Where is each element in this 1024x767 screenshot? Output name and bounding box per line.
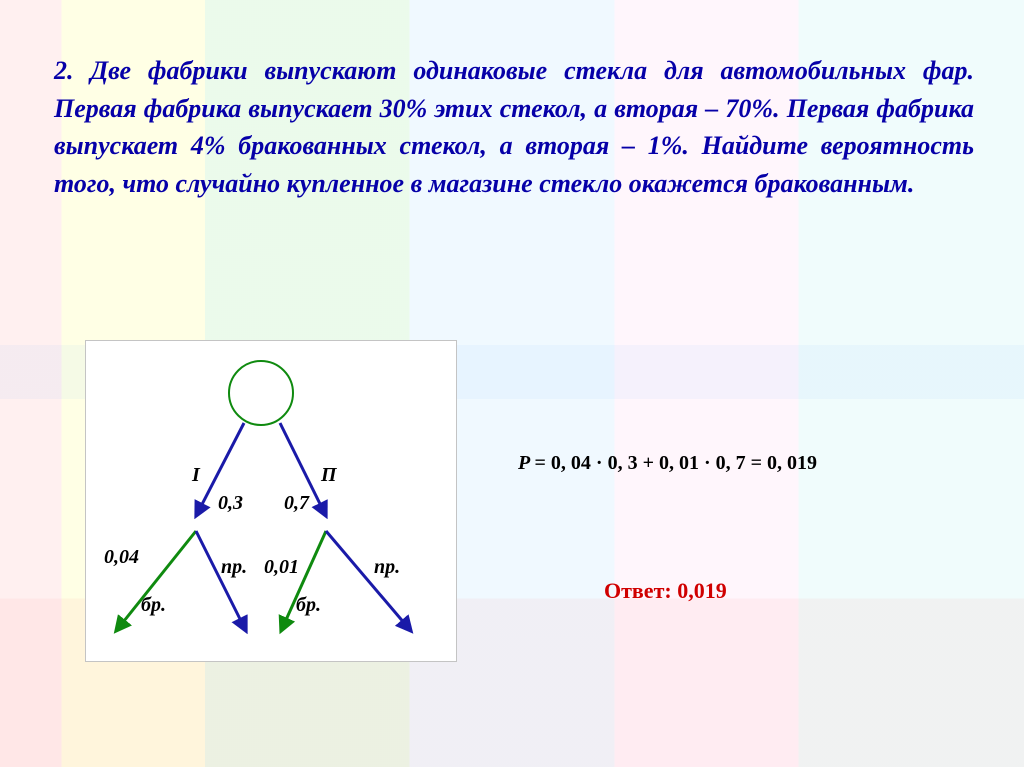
svg-text:бр.: бр. [296, 594, 321, 616]
svg-text:0,3: 0,3 [218, 492, 243, 514]
tree-svg: I 0,3 П 0,7 0,04 бр. пр. 0,01 бр. пр. [86, 341, 456, 661]
answer-value: 0,019 [677, 578, 727, 603]
formula-term-3: 0, 01 [659, 452, 699, 474]
svg-text:0,01: 0,01 [264, 556, 299, 578]
answer-line: Ответ: 0,019 [604, 578, 727, 604]
svg-text:0,04: 0,04 [104, 546, 139, 568]
formula-op-1: · [596, 452, 603, 474]
formula-term-1: 0, 04 [551, 452, 591, 474]
equals-sign: = [534, 452, 550, 474]
svg-text:пр.: пр. [221, 556, 247, 578]
svg-text:бр.: бр. [141, 594, 166, 616]
svg-text:пр.: пр. [374, 556, 400, 578]
formula-op-2: + [643, 452, 654, 474]
probability-tree-diagram: I 0,3 П 0,7 0,04 бр. пр. 0,01 бр. пр. [85, 340, 457, 662]
formula-term-2: 0, 3 [608, 452, 638, 474]
formula-lhs: P [518, 452, 529, 474]
probability-formula: P = 0, 04 · 0, 3 + 0, 01 · 0, 7 = 0, 019 [518, 452, 817, 475]
problem-statement: 2. Две фабрики выпускают одинаковые стек… [54, 52, 974, 203]
svg-text:П: П [320, 464, 338, 486]
formula-op-3: · [704, 452, 711, 474]
formula-term-4: 0, 7 [716, 452, 746, 474]
svg-text:0,7: 0,7 [284, 492, 310, 514]
formula-result: 0, 019 [767, 452, 817, 474]
svg-text:I: I [191, 464, 201, 486]
answer-label: Ответ: [604, 578, 672, 603]
equals-sign-2: = [751, 452, 767, 474]
